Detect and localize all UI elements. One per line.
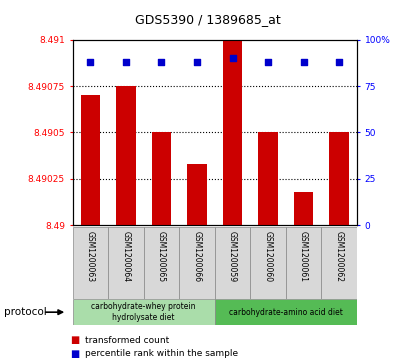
Bar — [286, 227, 321, 299]
Text: GDS5390 / 1389685_at: GDS5390 / 1389685_at — [134, 13, 281, 26]
Point — [336, 59, 342, 65]
Text: GSM1200063: GSM1200063 — [86, 231, 95, 282]
Bar — [73, 299, 215, 325]
Point — [229, 56, 236, 61]
Bar — [250, 227, 286, 299]
Bar — [330, 132, 349, 225]
Text: carbohydrate-amino acid diet: carbohydrate-amino acid diet — [229, 308, 343, 317]
Bar — [152, 132, 171, 225]
Bar — [144, 227, 179, 299]
Text: ■: ■ — [71, 349, 80, 359]
Text: GSM1200066: GSM1200066 — [193, 231, 202, 282]
Bar — [223, 40, 242, 225]
Text: transformed count: transformed count — [85, 336, 169, 345]
Text: GSM1200059: GSM1200059 — [228, 231, 237, 282]
Point — [158, 59, 165, 65]
Point — [87, 59, 94, 65]
Point — [265, 59, 271, 65]
Text: GSM1200064: GSM1200064 — [122, 231, 130, 282]
Text: carbohydrate-whey protein
hydrolysate diet: carbohydrate-whey protein hydrolysate di… — [91, 302, 196, 322]
Bar — [321, 227, 357, 299]
Text: GSM1200060: GSM1200060 — [264, 231, 273, 282]
Text: protocol: protocol — [4, 307, 47, 317]
Text: ■: ■ — [71, 335, 80, 346]
Bar — [73, 227, 108, 299]
Bar — [187, 164, 207, 225]
Bar — [294, 192, 313, 225]
Text: GSM1200061: GSM1200061 — [299, 231, 308, 281]
Bar — [179, 227, 215, 299]
Bar — [116, 86, 136, 225]
Point — [122, 59, 129, 65]
Point — [194, 59, 200, 65]
Bar — [215, 227, 250, 299]
Bar — [215, 299, 357, 325]
Text: GSM1200065: GSM1200065 — [157, 231, 166, 282]
Bar — [81, 95, 100, 225]
Text: GSM1200062: GSM1200062 — [334, 231, 344, 281]
Bar — [258, 132, 278, 225]
Text: percentile rank within the sample: percentile rank within the sample — [85, 350, 238, 358]
Point — [300, 59, 307, 65]
Bar — [108, 227, 144, 299]
